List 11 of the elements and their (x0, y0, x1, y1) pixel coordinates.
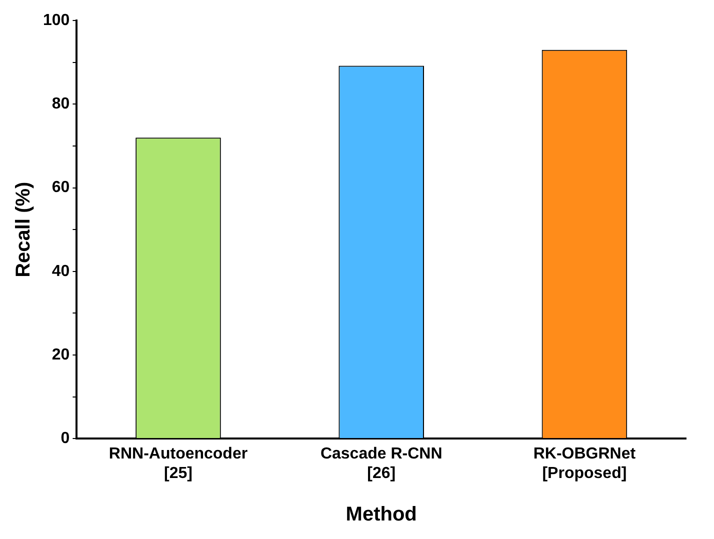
x-tick-label: Cascade R-CNN [26] (320, 446, 442, 482)
y-tick-label: 60 (52, 179, 70, 196)
y-axis-title: Recall (%) (12, 182, 35, 278)
y-tick-label: 100 (42, 12, 70, 30)
y-tick-label: 40 (52, 262, 70, 280)
y-tick-label: 0 (60, 430, 70, 448)
y-tick-label: 20 (52, 346, 70, 364)
x-tick-label: RNN-Autoencoder [25] (108, 446, 248, 482)
y-tick-label: 80 (52, 96, 70, 113)
x-axis-title: Method (346, 504, 417, 526)
x-tick-label: RK-OBGRNet [Proposed] (533, 446, 636, 482)
